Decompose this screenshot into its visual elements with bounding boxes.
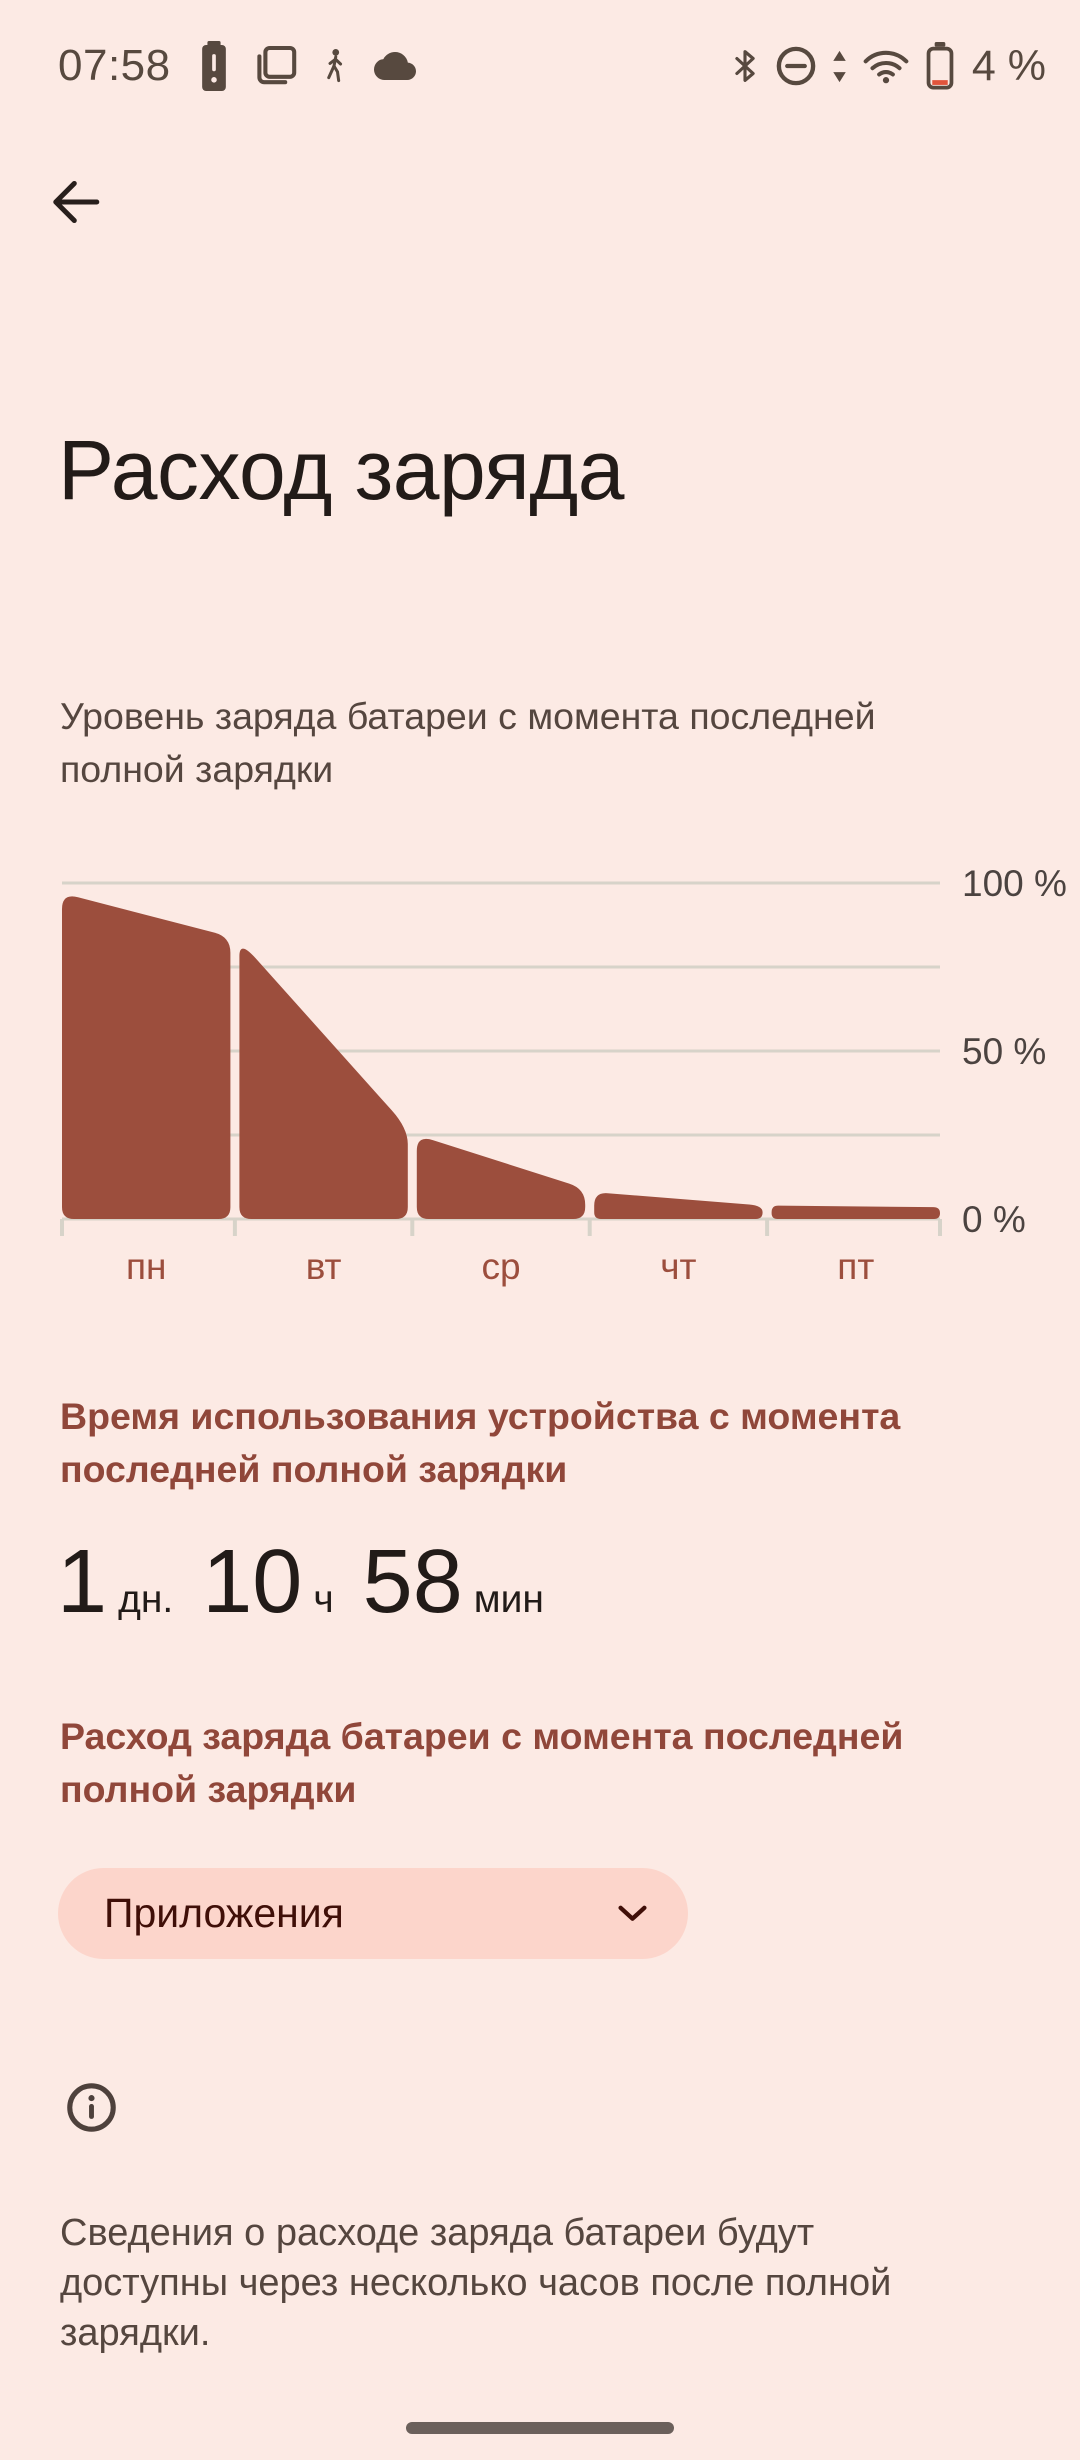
bluetooth-icon xyxy=(735,50,755,82)
chart-day-area-вт xyxy=(239,948,408,1219)
chart-ytick-label: 100 % xyxy=(962,863,1067,904)
status-bar: 07:58 xyxy=(0,36,1080,96)
battery-info-note: Сведения о расходе заряда батареи будут … xyxy=(60,2212,892,2354)
usage-time-unit: мин xyxy=(473,1578,544,1621)
battery-alert-icon xyxy=(201,41,226,91)
chart-day-label: пн xyxy=(126,1246,166,1287)
screen-time-header: Время использования устройства с момента… xyxy=(60,1395,901,1490)
status-battery-percent: 4 % xyxy=(971,41,1046,90)
chart-day-label: чт xyxy=(660,1246,696,1287)
cloud-icon xyxy=(373,52,416,80)
info-icon xyxy=(67,2083,116,2132)
chart-day-label: пт xyxy=(837,1246,874,1287)
usage-time-unit: ч xyxy=(313,1578,334,1621)
do-not-disturb-icon xyxy=(776,46,816,86)
chevron-down-icon xyxy=(618,1905,647,1921)
usage-time-value-row: 1 дн. 10 ч 58 мин xyxy=(57,1528,573,1636)
status-bar-left: 07:58 xyxy=(58,41,421,91)
usage-breakdown-header: Расход заряда батареи с момента последне… xyxy=(60,1715,904,1810)
chart-day-area-ср xyxy=(416,1138,586,1219)
back-button[interactable] xyxy=(42,168,110,236)
screen-stack-icon xyxy=(256,45,296,85)
walking-icon xyxy=(326,48,342,83)
chart-day-area-пн xyxy=(62,896,231,1219)
chart-day-label: ср xyxy=(481,1246,520,1287)
gesture-navigation-handle[interactable] xyxy=(406,2422,674,2434)
usage-time-value: 58 xyxy=(362,1532,463,1632)
chart-day-label: вт xyxy=(306,1246,342,1287)
chart-day-area-пт xyxy=(771,1205,940,1219)
chart-day-area-чт xyxy=(594,1193,763,1219)
battery-low-icon xyxy=(926,42,954,90)
chart-ytick-label: 50 % xyxy=(962,1031,1046,1072)
status-bar-right: 4 % xyxy=(730,42,1046,91)
usage-filter-selected-value: Приложения xyxy=(104,1890,344,1936)
chart-ytick-label: 0 % xyxy=(962,1199,1026,1240)
usage-time-value: 10 xyxy=(202,1532,303,1632)
usage-time-unit: дн. xyxy=(118,1578,174,1621)
usage-time-value: 1 xyxy=(57,1532,108,1632)
back-arrow-icon xyxy=(53,180,100,224)
status-clock: 07:58 xyxy=(58,41,171,90)
page-title: Расход заряда xyxy=(58,423,624,517)
wifi-icon xyxy=(863,50,909,83)
usage-filter-dropdown[interactable]: Приложения xyxy=(58,1868,688,1959)
battery-history-chart: пн вт ср чт пт 100 % 50 % 0 % xyxy=(60,863,1067,1287)
chart-caption: Уровень заряда батареи с момента последн… xyxy=(60,695,876,790)
network-traffic-icon xyxy=(833,50,846,82)
